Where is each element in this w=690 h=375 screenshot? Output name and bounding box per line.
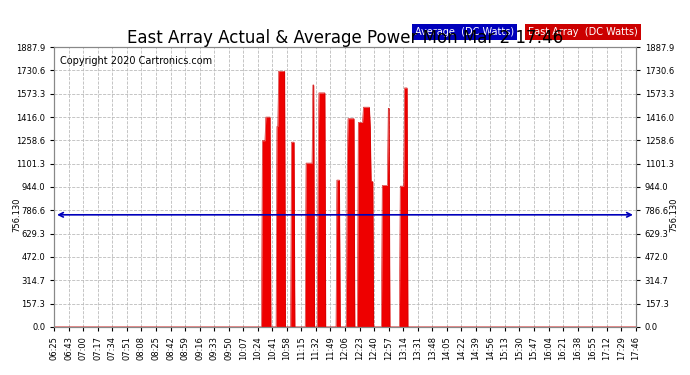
Title: East Array Actual & Average Power Mon Mar 2 17:46: East Array Actual & Average Power Mon Ma… xyxy=(127,29,563,47)
Text: Copyright 2020 Cartronics.com: Copyright 2020 Cartronics.com xyxy=(60,56,213,66)
Text: 756.130: 756.130 xyxy=(12,198,21,232)
Text: Average  (DC Watts): Average (DC Watts) xyxy=(415,27,514,37)
Text: 756.130: 756.130 xyxy=(669,198,678,232)
Text: East Array  (DC Watts): East Array (DC Watts) xyxy=(528,27,638,37)
